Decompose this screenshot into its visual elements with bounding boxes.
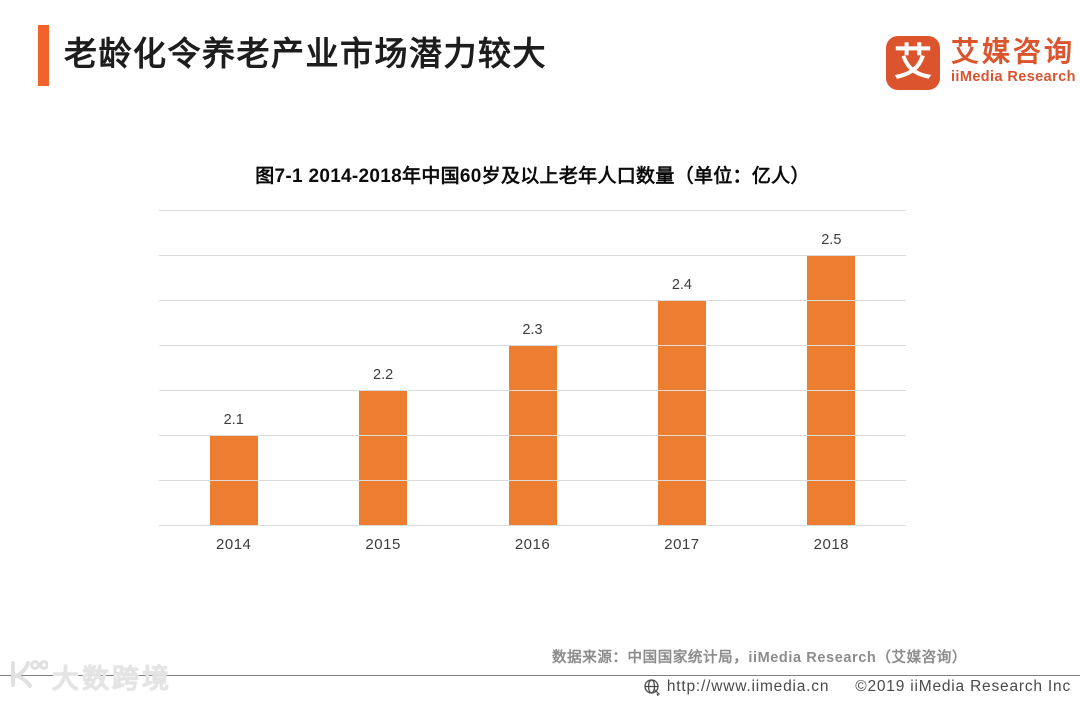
x-axis-label: 2014 xyxy=(216,536,252,553)
watermark: 大数跨境 xyxy=(6,656,172,697)
gridline xyxy=(159,480,906,481)
gridline xyxy=(159,390,906,391)
page-title: 老龄化令养老产业市场潜力较大 xyxy=(64,35,547,72)
logo-glyph: 艾 xyxy=(893,42,932,84)
logo-name-en: iiMedia Research xyxy=(951,69,1076,85)
bar-cell: 2.4 xyxy=(607,210,756,525)
gridline xyxy=(159,255,906,256)
bar-value-label: 2.5 xyxy=(821,232,842,248)
gridline xyxy=(159,525,906,526)
plot-area: 2.1 2.2 2.3 2.4 2.5 xyxy=(159,210,906,526)
gridline xyxy=(159,210,906,211)
globe-cursor-icon xyxy=(643,678,661,696)
x-axis-labels: 2014 2015 2016 2017 2018 xyxy=(159,536,906,553)
watermark-text: 大数跨境 xyxy=(52,664,172,694)
iimedia-logo: 艾 艾媒咨询 iiMedia Research xyxy=(886,36,1076,90)
data-source-note: 数据来源：中国国家统计局，iiMedia Research（艾媒咨询） xyxy=(552,650,967,666)
footer-copyright: ©2019 iiMedia Research Inc xyxy=(855,678,1071,695)
footer: http://www.iimedia.cn ©2019 iiMedia Rese… xyxy=(643,678,1071,696)
bar-cell: 2.5 xyxy=(757,210,906,525)
x-axis-label: 2016 xyxy=(514,536,551,553)
footer-url: http://www.iimedia.cn xyxy=(666,678,830,695)
title-accent-bar xyxy=(38,25,49,86)
x-axis-label: 2015 xyxy=(365,536,401,553)
bar-2017 xyxy=(657,300,706,525)
bar-value-label: 2.3 xyxy=(522,322,543,338)
footer-divider xyxy=(0,675,1080,676)
x-axis-label: 2017 xyxy=(664,536,700,553)
iimedia-logo-icon: 艾 xyxy=(886,36,940,90)
x-axis-label: 2018 xyxy=(813,536,850,553)
gridline xyxy=(159,345,906,346)
bar-cell: 2.3 xyxy=(458,210,607,525)
watermark-logo-icon xyxy=(6,656,49,697)
chart-title: 图7-1 2014-2018年中国60岁及以上老年人口数量（单位：亿人） xyxy=(255,166,810,187)
logo-text: 艾媒咨询 iiMedia Research xyxy=(951,36,1076,85)
gridline xyxy=(159,435,906,436)
bars-container: 2.1 2.2 2.3 2.4 2.5 xyxy=(159,210,906,525)
gridline xyxy=(159,300,906,301)
bar-value-label: 2.1 xyxy=(223,412,244,428)
bar-2015 xyxy=(359,390,408,525)
bar-value-label: 2.2 xyxy=(373,367,394,383)
logo-name-cn: 艾媒咨询 xyxy=(951,36,1076,67)
bar-cell: 2.2 xyxy=(308,210,457,525)
bar-cell: 2.1 xyxy=(159,210,308,525)
bar-value-label: 2.4 xyxy=(671,277,693,293)
